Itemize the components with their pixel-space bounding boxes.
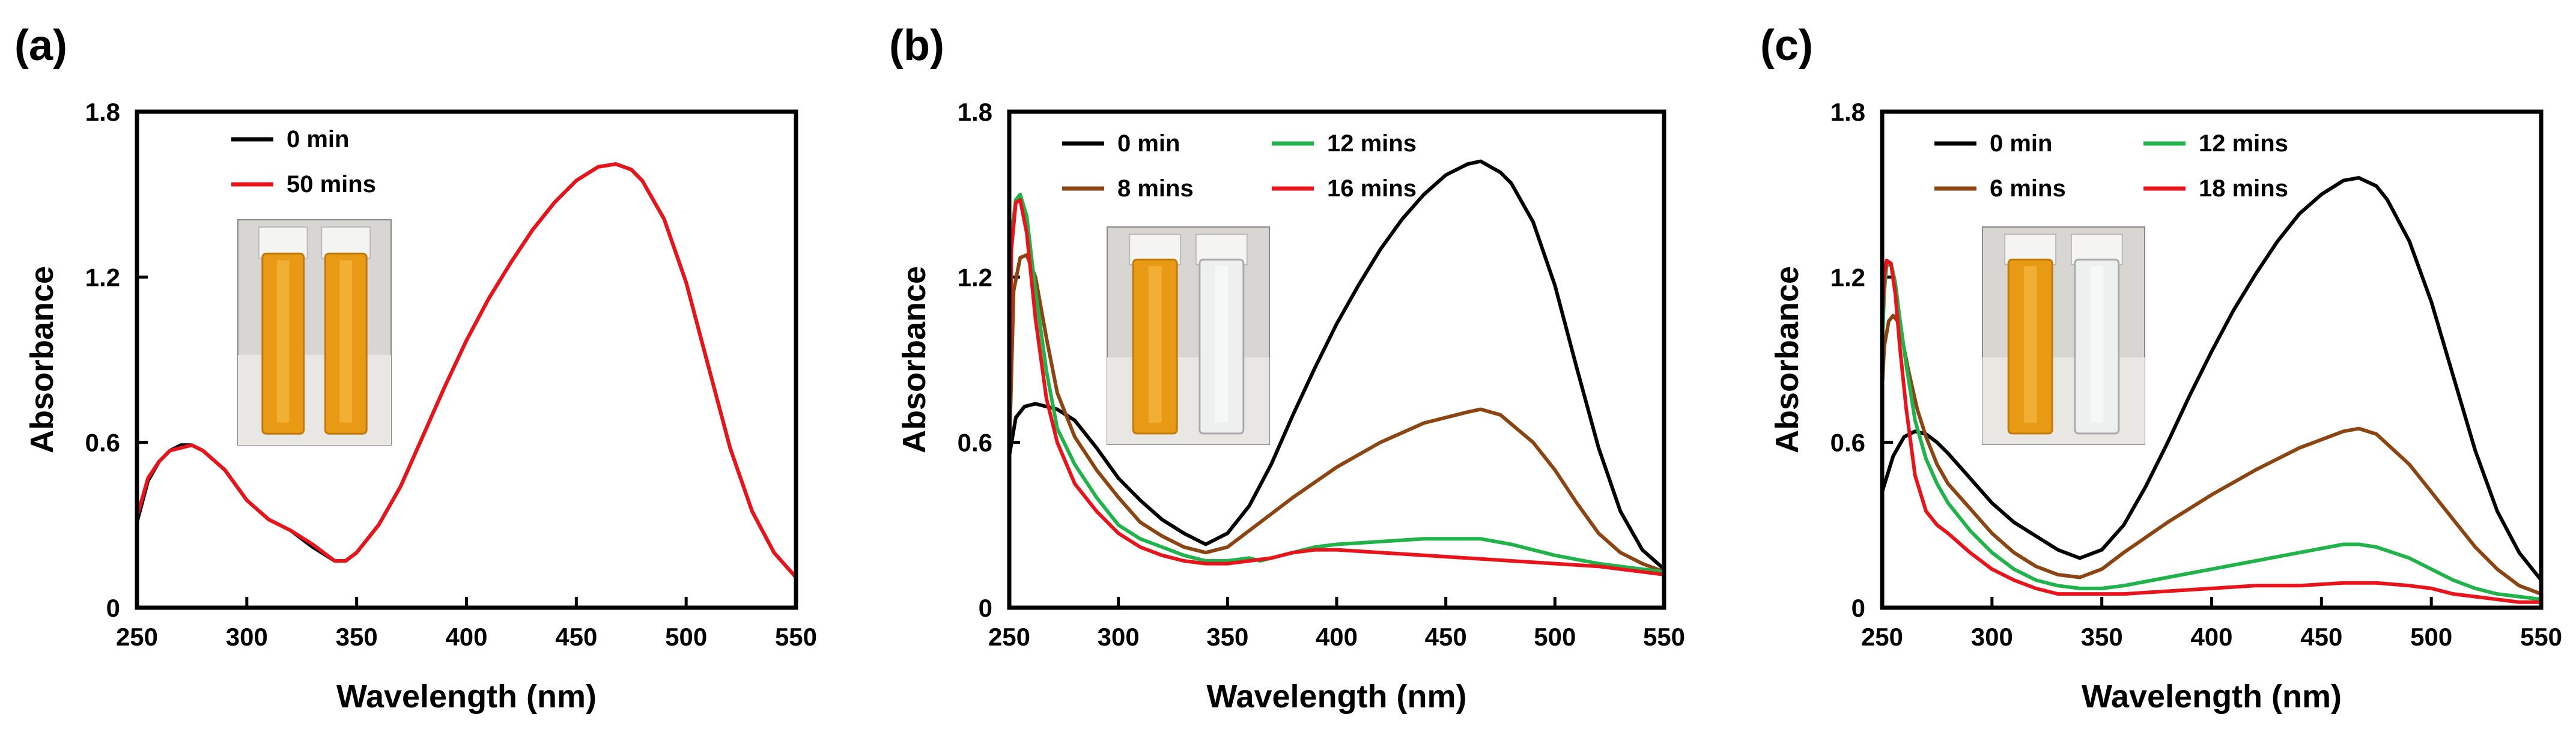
plot-frame — [135, 109, 798, 610]
x-tick-label: 350 — [336, 623, 378, 651]
inset-photo — [1107, 226, 1270, 445]
series-line-18-mins — [1882, 258, 2541, 604]
panel-label: (c) — [1760, 22, 1813, 70]
series-line-8-mins — [1009, 253, 1664, 574]
x-tick-label: 350 — [2081, 623, 2123, 651]
series-line-6-mins — [1882, 313, 2541, 596]
series-line-0-min — [1009, 159, 1664, 571]
inset-floor — [1982, 357, 2145, 444]
y-axis-title: Absorbance — [896, 266, 932, 453]
x-tick-label: 400 — [2190, 623, 2232, 651]
cuvette-window — [1215, 266, 1229, 423]
y-axis-title: Absorbance — [24, 266, 60, 453]
x-tick-label: 300 — [1098, 623, 1140, 651]
legend-label: 50 mins — [287, 171, 376, 198]
plot-frame — [1880, 109, 2544, 610]
x-tick-label: 250 — [116, 623, 158, 651]
legend-label: 8 mins — [1117, 175, 1194, 202]
x-tick-label: 550 — [1643, 623, 1685, 651]
y-tick-label: 1.8 — [958, 98, 992, 126]
legend-label: 0 min — [287, 126, 349, 153]
legend-label: 12 mins — [1327, 130, 1417, 157]
series-line-0-min — [137, 162, 796, 579]
legend: 0 min 50 mins — [231, 126, 376, 198]
series-group — [1009, 159, 1664, 576]
series-line-12-mins — [1009, 192, 1664, 574]
panel-label: (a) — [14, 22, 67, 70]
series-line-12-mins — [1882, 261, 2541, 602]
x-tick-label: 500 — [665, 623, 707, 651]
series-line-0-min — [1882, 176, 2541, 582]
inset-photo — [1982, 226, 2145, 445]
cuvette-window — [339, 260, 353, 423]
y-tick-label: 1.2 — [85, 263, 120, 291]
x-tick-label: 300 — [226, 623, 268, 651]
x-axis-title: Wavelength (nm) — [336, 679, 597, 715]
series-group — [137, 162, 796, 579]
legend: 0 min 6 mins 12 mins 18 mins — [1934, 130, 2288, 202]
legend-label: 12 mins — [2199, 130, 2288, 157]
y-tick-label: 1.8 — [1830, 98, 1865, 126]
inset-floor — [238, 355, 391, 445]
series-group — [1882, 176, 2541, 604]
panel-3: (c) 0 0.6 1.2 1.8 250 300 350 400 450 500 550 Wavele… — [1760, 22, 2562, 715]
x-tick-label: 450 — [555, 623, 597, 651]
y-tick-label: 1.8 — [85, 98, 120, 126]
panel-2: (b) 0 0.6 1.2 1.8 250 300 350 400 450 500 550 Wavele… — [889, 22, 1685, 715]
legend-label: 0 min — [1990, 130, 2052, 157]
legend: 0 min 8 mins 12 mins 16 mins — [1062, 130, 1417, 202]
series-line-50-mins — [137, 162, 796, 579]
legend-label: 16 mins — [1327, 175, 1417, 202]
y-tick-label: 0.6 — [85, 429, 120, 457]
y-tick-label: 0 — [979, 594, 992, 622]
cuvette-window — [1148, 266, 1162, 423]
panel-1: (a) 0 0.6 1.2 1.8 250 300 350 400 450 500 550 Wavele… — [14, 22, 817, 715]
cuvette-window — [2023, 266, 2037, 423]
y-tick-label: 0.6 — [1830, 429, 1865, 457]
y-axis-title: Absorbance — [1769, 266, 1805, 453]
x-tick-label: 250 — [988, 623, 1030, 651]
x-tick-label: 500 — [1534, 623, 1576, 651]
x-axis-title: Wavelength (nm) — [2082, 679, 2342, 715]
legend-label: 0 min — [1117, 130, 1180, 157]
y-tick-label: 1.2 — [958, 263, 992, 291]
x-tick-label: 300 — [1971, 623, 2013, 651]
legend-label: 6 mins — [1990, 175, 2066, 202]
cuvette-window — [276, 260, 290, 423]
x-tick-label: 550 — [2520, 623, 2562, 651]
cuvette-window — [2090, 266, 2104, 423]
series-line-16-mins — [1009, 198, 1664, 576]
x-tick-label: 400 — [1316, 623, 1358, 651]
y-tick-label: 0 — [106, 594, 120, 622]
x-tick-label: 450 — [1425, 623, 1467, 651]
inset-photo — [237, 219, 392, 446]
legend-label: 18 mins — [2199, 175, 2288, 202]
y-tick-label: 0.6 — [958, 429, 992, 457]
x-tick-label: 550 — [775, 623, 817, 651]
x-tick-label: 450 — [2300, 623, 2342, 651]
y-tick-label: 1.2 — [1830, 263, 1865, 291]
x-tick-label: 350 — [1206, 623, 1248, 651]
x-tick-label: 400 — [445, 623, 487, 651]
x-tick-label: 250 — [1861, 623, 1903, 651]
x-tick-label: 500 — [2410, 623, 2452, 651]
panel-label: (b) — [889, 22, 944, 70]
inset-floor — [1107, 357, 1269, 444]
plot-frame — [1007, 109, 1666, 610]
x-axis-title: Wavelength (nm) — [1206, 679, 1466, 715]
y-tick-label: 0 — [1852, 594, 1865, 622]
